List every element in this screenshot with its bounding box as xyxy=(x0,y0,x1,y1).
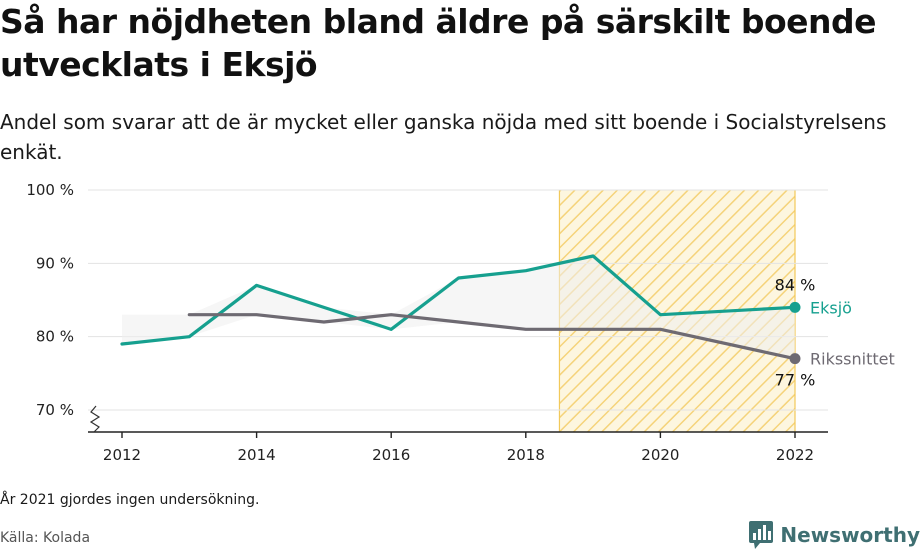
x-tick-label: 2014 xyxy=(238,446,276,464)
series-label: Eksjö xyxy=(810,298,852,317)
value-label: 77 % xyxy=(775,371,816,390)
x-tick-label: 2018 xyxy=(507,446,545,464)
x-tick-label: 2016 xyxy=(372,446,410,464)
x-tick-label: 2012 xyxy=(103,446,141,464)
series-end-marker xyxy=(789,301,801,313)
axis-break-icon xyxy=(89,405,101,433)
brand-name: Newsworthy xyxy=(780,523,920,547)
y-tick-label: 80 % xyxy=(36,328,74,346)
brand-logo[interactable]: Newsworthy xyxy=(748,518,920,552)
footnote: År 2021 gjordes ingen undersökning. xyxy=(0,492,260,508)
bar-chart-bubble-icon xyxy=(749,521,774,549)
chart-title: Så har nöjdheten bland äldre på särskilt… xyxy=(0,2,877,84)
value-label: 84 % xyxy=(775,275,816,294)
y-tick-label: 90 % xyxy=(36,254,74,272)
series-line-eksjo xyxy=(120,254,797,346)
source-note: Källa: Kolada xyxy=(0,530,91,546)
x-tick-label: 2020 xyxy=(641,446,679,464)
series-label: Rikssnittet xyxy=(810,350,895,369)
y-tick-label: 70 % xyxy=(36,401,74,419)
x-tick-label: 2022 xyxy=(776,446,814,464)
y-tick-label: 100 % xyxy=(26,181,74,199)
line-chart: 70 % 80 % 90 % 100 % 2012 2014 2016 2018 2020 20… xyxy=(26,181,895,464)
series-end-marker xyxy=(789,353,801,365)
difference-area xyxy=(122,256,795,359)
chart-subtitle: Andel som svarar att de är mycket eller … xyxy=(0,110,887,164)
series-line-rikssnittet xyxy=(187,313,797,361)
